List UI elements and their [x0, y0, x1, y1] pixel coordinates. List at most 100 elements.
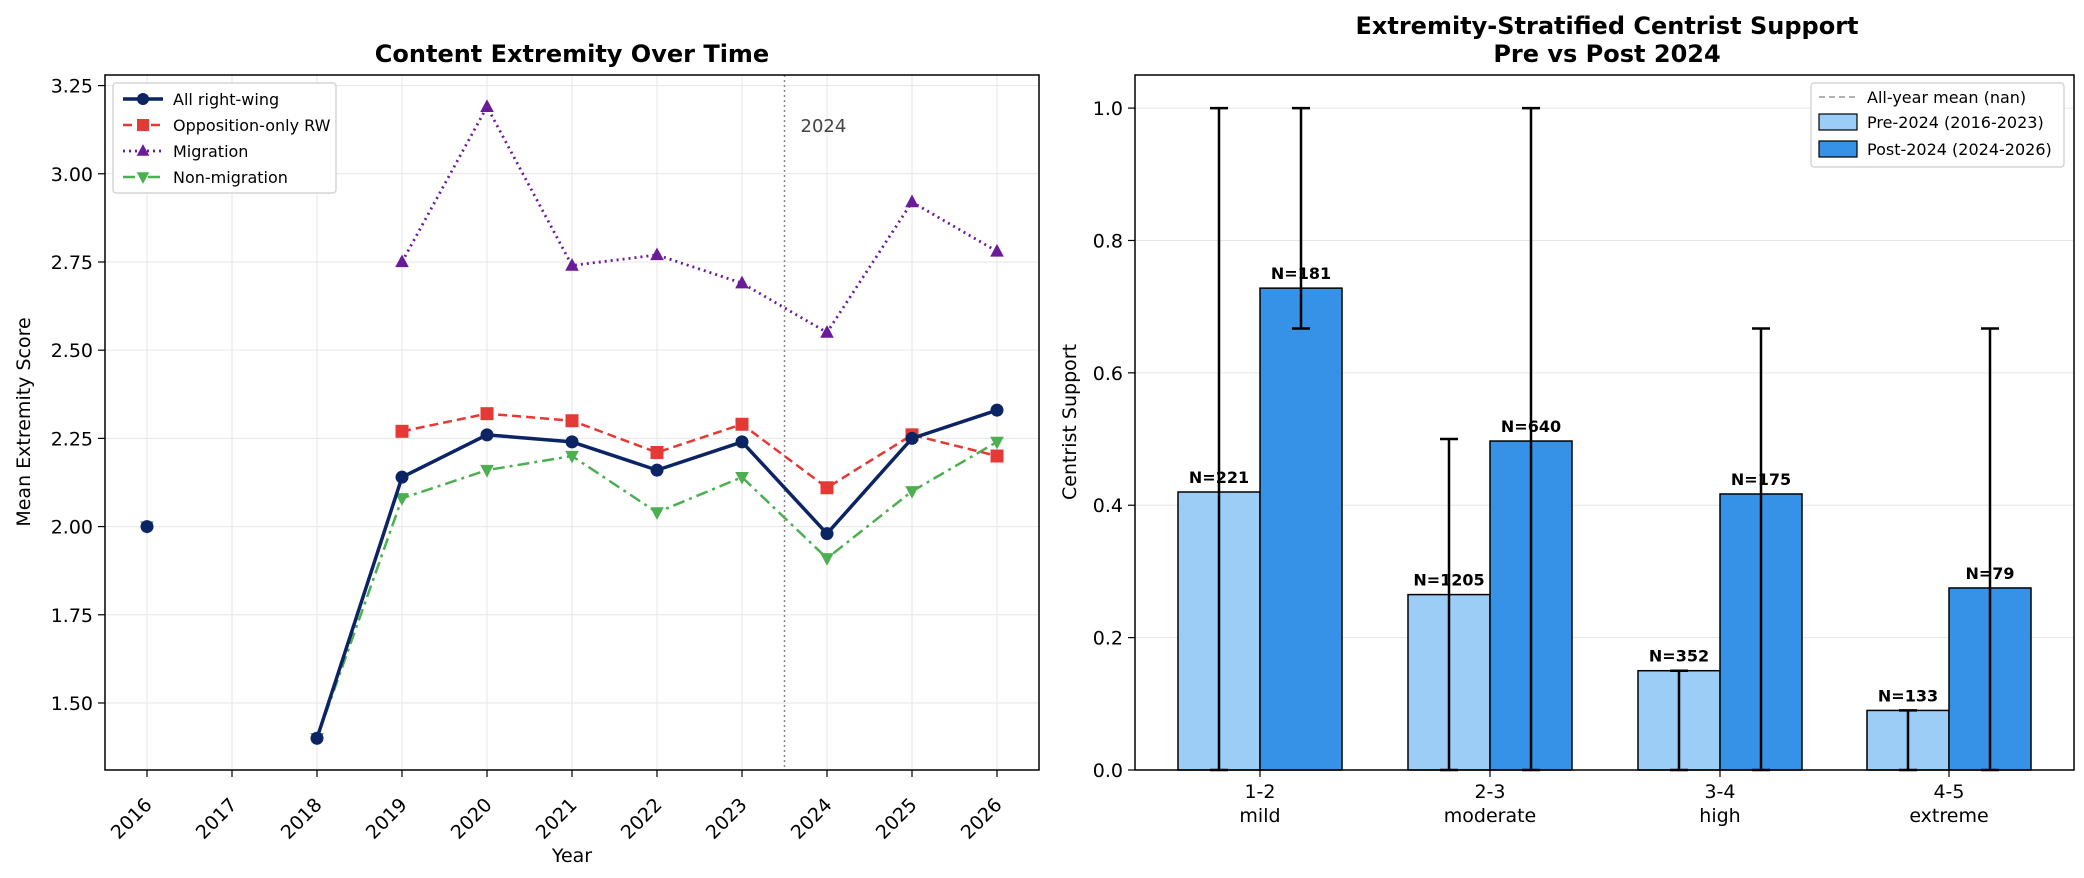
right-chart-subtitle: Pre vs Post 2024 — [1493, 40, 1720, 68]
legend-label: Opposition-only RW — [173, 116, 331, 135]
n-label: N=181 — [1271, 264, 1331, 283]
series-opposition-only-rw — [395, 407, 1004, 495]
y-tick-label: 0.0 — [1093, 760, 1123, 782]
data-point — [820, 527, 834, 541]
data-point — [735, 471, 749, 485]
series-migration — [395, 99, 1004, 338]
y-tick-label: 0.4 — [1093, 495, 1123, 517]
y-tick-label: 3.25 — [51, 76, 93, 98]
y-tick-label: 0.8 — [1093, 230, 1123, 252]
legend-label: Migration — [173, 142, 248, 161]
n-label: N=175 — [1731, 470, 1791, 489]
n-label: N=133 — [1878, 686, 1938, 705]
data-point — [480, 99, 494, 112]
data-point — [565, 435, 579, 449]
data-point — [735, 435, 749, 449]
data-point — [990, 243, 1004, 257]
y-tick-label: 2.00 — [51, 517, 93, 539]
x-tick-label: 2022 — [617, 794, 667, 844]
data-point — [905, 431, 919, 445]
legend-swatch — [1818, 140, 1858, 158]
x-tick-label: 2018 — [277, 794, 327, 844]
data-point — [990, 436, 1004, 450]
data-point — [395, 470, 409, 484]
data-point — [990, 403, 1004, 417]
data-point — [905, 486, 919, 499]
bar-post-2024 — [1259, 287, 1343, 771]
n-label: N=640 — [1501, 417, 1561, 436]
data-point — [565, 414, 579, 428]
data-point — [820, 325, 834, 338]
data-point — [650, 247, 664, 261]
n-label: N=352 — [1649, 647, 1709, 666]
series-line — [400, 105, 998, 334]
legend-label: All right-wing — [173, 90, 279, 109]
x-tick-sublabel: moderate — [1444, 805, 1536, 827]
data-point — [480, 407, 494, 421]
legend-label: Post-2024 (2024-2026) — [1867, 140, 2052, 159]
legend-marker — [137, 93, 149, 105]
divider-label: 2024 — [801, 116, 847, 137]
x-tick-label: 2023 — [702, 794, 752, 844]
legend-box — [112, 82, 337, 194]
legend-box — [1810, 82, 2065, 168]
y-tick-label: 2.75 — [51, 252, 93, 274]
data-point — [480, 464, 494, 478]
x-tick-label: 2017 — [192, 794, 242, 844]
x-tick-label: 2020 — [447, 794, 497, 844]
n-label: N=1205 — [1413, 571, 1484, 590]
x-tick-sublabel: extreme — [1909, 805, 1988, 827]
x-tick-label: 1-2 — [1244, 781, 1275, 803]
right-n-labels: N=221 N=1205 N=352 N=133 N=181 N=640 N=175 N=79 — [1189, 264, 2015, 705]
right-chart-title: Extremity-Stratified Centrist Support — [1355, 12, 1858, 40]
line-chart-extremity: Content Extremity Over Time 2024 2016 201… — [13, 40, 1040, 867]
data-point — [480, 428, 494, 442]
data-point — [650, 463, 664, 477]
data-point — [990, 449, 1004, 463]
left-y-ticks: 1.50 1.75 2.00 2.25 2.50 2.75 3.00 3.25 — [51, 76, 105, 715]
y-tick-label: 0.2 — [1093, 628, 1123, 650]
y-tick-label: 2.50 — [51, 340, 93, 362]
x-tick-label: 2016 — [107, 794, 157, 844]
x-tick-sublabel: high — [1699, 805, 1740, 827]
left-y-axis-label: Mean Extremity Score — [13, 317, 35, 526]
right-y-axis-label: Centrist Support — [1059, 344, 1081, 500]
legend-marker — [136, 172, 150, 184]
y-tick-label: 3.00 — [51, 164, 93, 186]
x-tick-label: 2024 — [787, 794, 837, 844]
data-point — [650, 507, 664, 520]
left-chart-title: Content Extremity Over Time — [375, 40, 769, 68]
legend-label: All-year mean (nan) — [1867, 88, 2026, 107]
data-point — [310, 731, 324, 745]
data-point — [395, 424, 409, 438]
x-tick-label: 2019 — [362, 794, 412, 844]
x-tick-sublabel: mild — [1239, 805, 1280, 827]
legend-label: Non-migration — [173, 168, 288, 187]
data-point — [565, 258, 579, 271]
y-tick-label: 1.50 — [51, 693, 93, 715]
y-tick-label: 1.0 — [1093, 98, 1123, 120]
y-tick-label: 0.6 — [1093, 363, 1123, 385]
x-tick-label: 2021 — [532, 794, 582, 844]
y-tick-label: 1.75 — [51, 605, 93, 627]
right-y-ticks: 0.0 0.2 0.4 0.6 0.8 1.0 — [1093, 98, 1135, 782]
data-point — [395, 493, 409, 506]
legend-swatch — [1818, 113, 1858, 131]
x-tick-label: 4-5 — [1933, 781, 1964, 803]
data-point — [565, 450, 579, 464]
legend-marker — [137, 119, 149, 131]
left-legend: All right-wing Opposition-only RW Migratio… — [112, 82, 337, 194]
x-tick-label: 2025 — [872, 794, 922, 844]
legend-label: Pre-2024 (2016-2023) — [1867, 113, 2044, 132]
left-x-axis-label: Year — [551, 845, 592, 867]
right-plot-frame — [1134, 74, 2075, 771]
data-point — [735, 275, 749, 289]
left-series — [140, 99, 1004, 746]
series-all-right-wing — [140, 403, 1004, 745]
x-tick-label: 2026 — [957, 794, 1007, 844]
bar-chart-centrist-support: Extremity-Stratified Centrist Support Pr… — [1059, 12, 2075, 827]
x-tick-label: 2-3 — [1474, 781, 1505, 803]
x-tick-label: 3-4 — [1704, 781, 1735, 803]
